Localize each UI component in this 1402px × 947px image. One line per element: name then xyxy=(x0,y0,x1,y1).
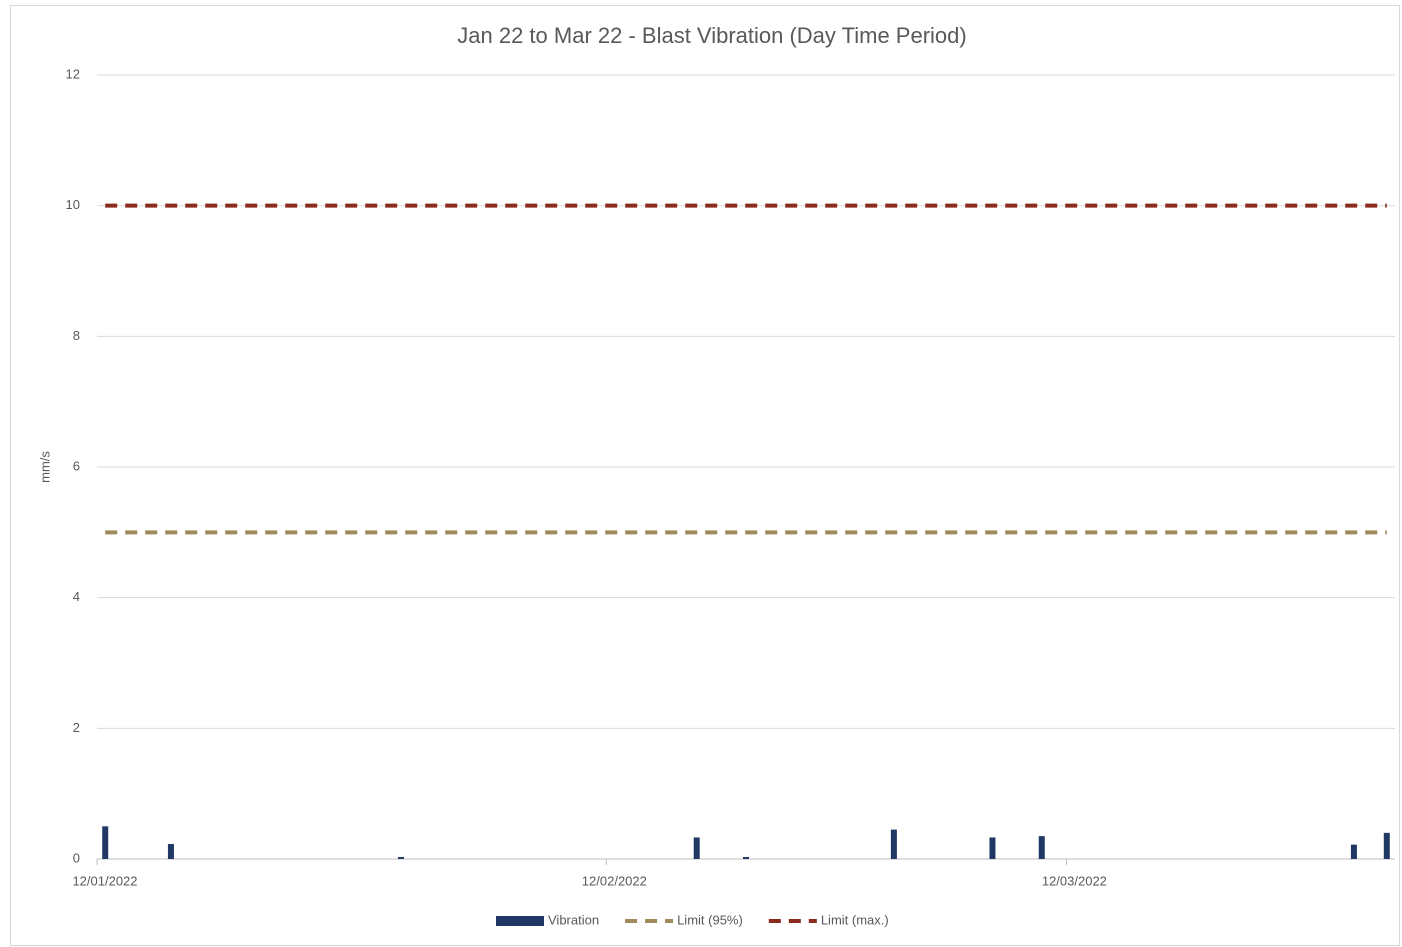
y-tick-label: 2 xyxy=(73,720,80,735)
x-tick-label: 12/02/2022 xyxy=(582,873,647,888)
bar xyxy=(1350,844,1357,859)
bar xyxy=(1383,832,1390,859)
legend-label: Limit (95%) xyxy=(677,912,743,927)
chart-title: Jan 22 to Mar 22 - Blast Vibration (Day … xyxy=(457,23,966,48)
bar xyxy=(890,829,897,859)
bar xyxy=(1038,836,1045,859)
y-axis-label: mm/s xyxy=(37,451,52,483)
legend-label: Vibration xyxy=(548,912,599,927)
bar xyxy=(743,857,749,859)
y-tick-label: 8 xyxy=(73,328,80,343)
x-tick-label: 12/03/2022 xyxy=(1042,873,1107,888)
bar xyxy=(693,837,700,859)
y-tick-label: 10 xyxy=(66,197,80,212)
bar xyxy=(102,826,109,859)
legend-label: Limit (max.) xyxy=(821,912,889,927)
y-tick-label: 6 xyxy=(73,458,80,473)
x-tick-label: 12/01/2022 xyxy=(72,873,137,888)
y-tick-label: 0 xyxy=(73,850,80,865)
bar xyxy=(989,837,996,859)
legend-swatch xyxy=(496,916,544,926)
chart-border xyxy=(10,5,1400,946)
y-tick-label: 4 xyxy=(73,589,80,604)
y-tick-label: 12 xyxy=(66,66,80,81)
bar xyxy=(397,857,404,859)
bar xyxy=(167,843,174,859)
